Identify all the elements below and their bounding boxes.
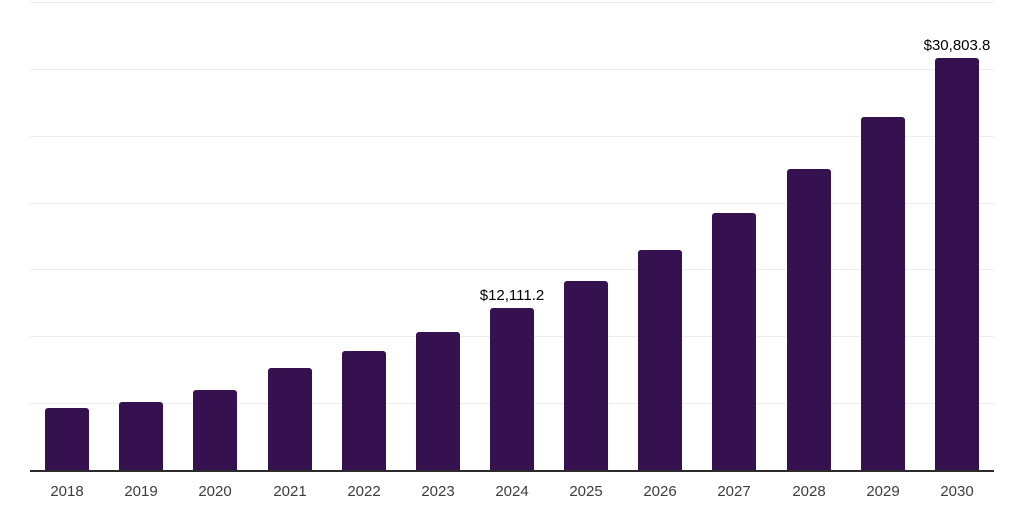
x-tick-label-2029: 2029 [866, 483, 900, 500]
x-tick-label-2019: 2019 [124, 483, 158, 500]
bar-2019 [119, 402, 163, 470]
bar-2028 [787, 169, 831, 470]
gridline-35000 [30, 2, 994, 3]
bar-2023 [416, 332, 460, 470]
gridline-15000 [30, 269, 994, 270]
bar-2030 [935, 58, 979, 470]
x-tick-label-2018: 2018 [50, 483, 84, 500]
value-label-2030: $30,803.8 [923, 37, 991, 54]
x-tick-label-2022: 2022 [347, 483, 381, 500]
x-tick-label-2021: 2021 [273, 483, 307, 500]
gridline-30000 [30, 69, 994, 70]
x-tick-label-2027: 2027 [717, 483, 751, 500]
x-tick-label-2030: 2030 [940, 483, 974, 500]
bar-2025 [564, 281, 608, 470]
bar-2020 [193, 390, 237, 470]
x-tick-label-2025: 2025 [569, 483, 603, 500]
bar-2029 [861, 117, 905, 470]
bar-2022 [342, 351, 386, 470]
x-tick-label-2028: 2028 [792, 483, 826, 500]
gridline-25000 [30, 136, 994, 137]
x-tick-label-2026: 2026 [643, 483, 677, 500]
bar-2021 [268, 368, 312, 470]
gridline-20000 [30, 203, 994, 204]
bar-2027 [712, 213, 756, 470]
bar-2026 [638, 250, 682, 470]
value-label-2024: $12,111.2 [479, 287, 545, 304]
bar-2024 [490, 308, 534, 470]
bar-2018 [45, 408, 89, 470]
x-tick-label-2024: 2024 [495, 483, 529, 500]
x-tick-label-2020: 2020 [198, 483, 232, 500]
x-tick-label-2023: 2023 [421, 483, 455, 500]
x-axis-line [30, 470, 994, 472]
